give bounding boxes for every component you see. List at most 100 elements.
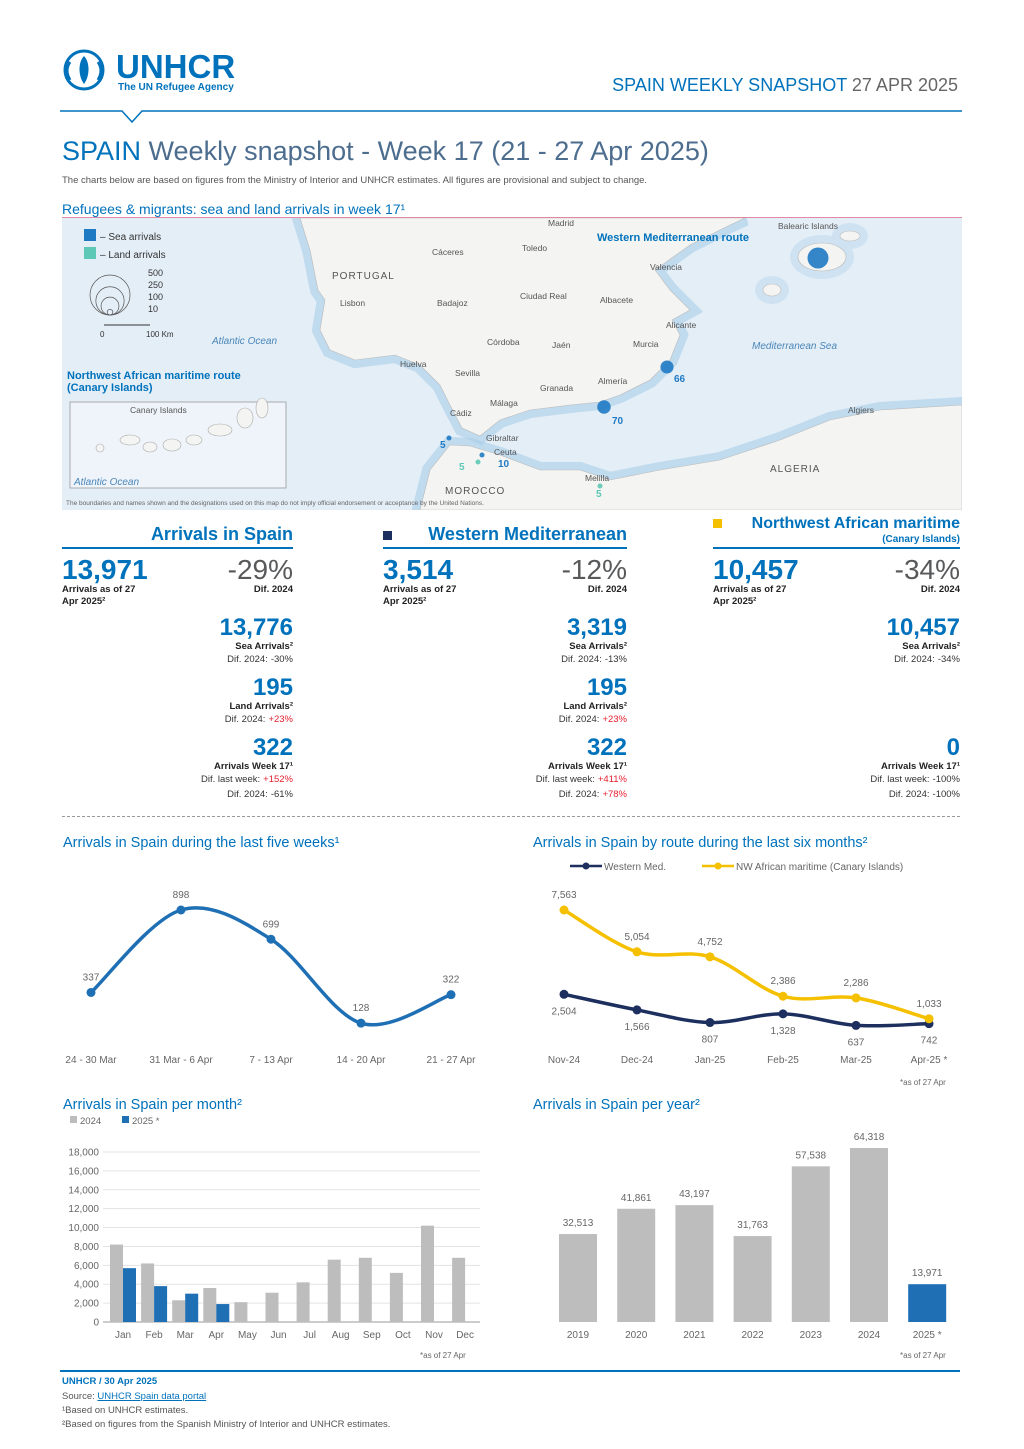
data-label: 742 <box>921 1036 938 1047</box>
header-rule <box>60 110 962 124</box>
diff-label: Dif. 2024: <box>561 654 602 665</box>
inset-island <box>236 407 254 429</box>
change-value: -34% <box>894 554 960 585</box>
stat-label: Arrivals Week 17¹ <box>547 761 627 772</box>
map-label: Balearic Islands <box>778 221 838 231</box>
bar <box>141 1263 155 1322</box>
x-tick-label: 2022 <box>741 1330 764 1341</box>
map-label: Atlantic Ocean <box>73 477 139 488</box>
data-label: 41,861 <box>621 1193 652 1204</box>
header-snapshot: SPAIN WEEKLY SNAPSHOT 27 APR 2025 <box>612 75 958 96</box>
logo-text: UNHCR <box>116 48 236 85</box>
x-tick-label: Feb-25 <box>767 1055 799 1066</box>
stat-label: Arrivals Week 17¹ <box>213 761 293 772</box>
data-label: 637 <box>848 1037 865 1048</box>
diff-label: Dif. 2024: <box>558 789 600 800</box>
source-link[interactable]: UNHCR Spain data portal <box>97 1391 207 1402</box>
x-tick-label: May <box>238 1330 257 1341</box>
diff-label: Dif. last week: <box>870 774 930 785</box>
bar <box>216 1304 230 1322</box>
data-label: 64,318 <box>854 1132 885 1143</box>
series-line <box>563 908 930 1021</box>
map-label: Sevilla <box>455 368 480 378</box>
title-country: SPAIN <box>62 136 142 166</box>
change-label: Dif. 2024 <box>587 584 627 595</box>
map-label: Córdoba <box>487 337 520 347</box>
legend-label: – Land arrivals <box>100 250 166 261</box>
logo-emblem <box>63 49 105 91</box>
stat-label: Land Arrivals² <box>229 701 293 712</box>
bar <box>908 1284 947 1322</box>
diff-value: -61% <box>270 789 293 800</box>
point <box>851 1020 861 1030</box>
data-label: 4,752 <box>697 937 722 948</box>
point <box>924 1014 934 1024</box>
map-label: Cádiz <box>450 408 472 418</box>
page-title: SPAIN Weekly snapshot - Week 17 (21 - 27… <box>62 136 709 167</box>
map-title: Refugees & migrants: sea and land arriva… <box>62 201 406 217</box>
data-label: 43,197 <box>679 1189 710 1200</box>
size-legend-label: 10 <box>148 304 158 314</box>
data-label: 337 <box>83 972 100 983</box>
total-label: Arrivals as of 27 Apr 2025² <box>713 584 787 607</box>
y-tick-label: 18,000 <box>68 1148 99 1159</box>
point <box>176 905 186 915</box>
chart-note: *as of 27 Apr <box>420 1351 466 1360</box>
diff-value: +23% <box>602 714 627 725</box>
data-label: 5,054 <box>624 932 649 943</box>
y-tick-label: 2,000 <box>74 1299 99 1310</box>
x-tick-label: 14 - 20 Apr <box>337 1055 387 1066</box>
footnote: ²Based on figures from the Spanish Minis… <box>62 1419 391 1430</box>
size-legend-label: 100 <box>148 292 163 302</box>
data-label: 2,504 <box>551 1006 576 1017</box>
inset-island <box>119 434 141 446</box>
bar <box>791 1166 830 1322</box>
legend-label: 2024 <box>80 1116 101 1127</box>
diff-label: Dif. last week: <box>535 774 595 785</box>
stat-label: Sea Arrivals² <box>902 641 960 652</box>
inset-island <box>207 423 233 437</box>
data-label: 32,513 <box>563 1218 594 1229</box>
diff-label: Dif. 2024: <box>227 789 268 800</box>
point <box>632 947 642 957</box>
data-label: 2,286 <box>843 978 868 989</box>
point <box>559 905 569 915</box>
data-label: 898 <box>173 890 190 901</box>
stat-diff: Dif. 2024: -30% <box>62 654 293 665</box>
bar <box>850 1148 888 1322</box>
title-text: Weekly snapshot - Week 17 (21 - 27 Apr 2… <box>148 136 709 166</box>
arrival-label: 10 <box>498 459 510 470</box>
point <box>446 990 456 1000</box>
bar <box>234 1302 248 1322</box>
arrival-label: 170 <box>796 218 813 220</box>
bar <box>327 1259 341 1322</box>
map-label: (Canary Islands) <box>67 382 153 394</box>
diff-value: +23% <box>268 714 293 725</box>
x-tick-label: Jun <box>270 1330 286 1341</box>
x-tick-label: Mar <box>177 1330 195 1341</box>
charts: Arrivals in Spain during the last five w… <box>63 835 947 1360</box>
y-tick-label: 6,000 <box>74 1261 99 1272</box>
legend-label: NW African maritime (Canary Islands) <box>736 862 903 873</box>
diff-value: -34% <box>937 654 960 665</box>
map-label: Lisbon <box>340 298 365 308</box>
map-label: Ceuta <box>494 447 517 457</box>
point <box>559 989 569 999</box>
bar <box>617 1208 656 1322</box>
y-tick-label: 10,000 <box>68 1223 99 1234</box>
y-tick-label: 14,000 <box>68 1185 99 1196</box>
series-line <box>563 992 930 1028</box>
data-label: 57,538 <box>796 1150 827 1161</box>
bar <box>733 1236 772 1322</box>
map: – Sea arrivals– Land arrivals50025010010… <box>62 218 962 510</box>
x-tick-label: 24 - 30 Mar <box>65 1055 117 1066</box>
footer-rule <box>60 1370 960 1372</box>
arrival-circle <box>475 459 481 465</box>
point <box>705 1018 715 1028</box>
chart-title: Arrivals in Spain by route during the la… <box>533 835 868 851</box>
data-label: 1,328 <box>770 1026 795 1037</box>
arrival-circle <box>660 360 674 374</box>
diff-value: -100% <box>932 789 960 800</box>
diff-value: -13% <box>604 654 627 665</box>
